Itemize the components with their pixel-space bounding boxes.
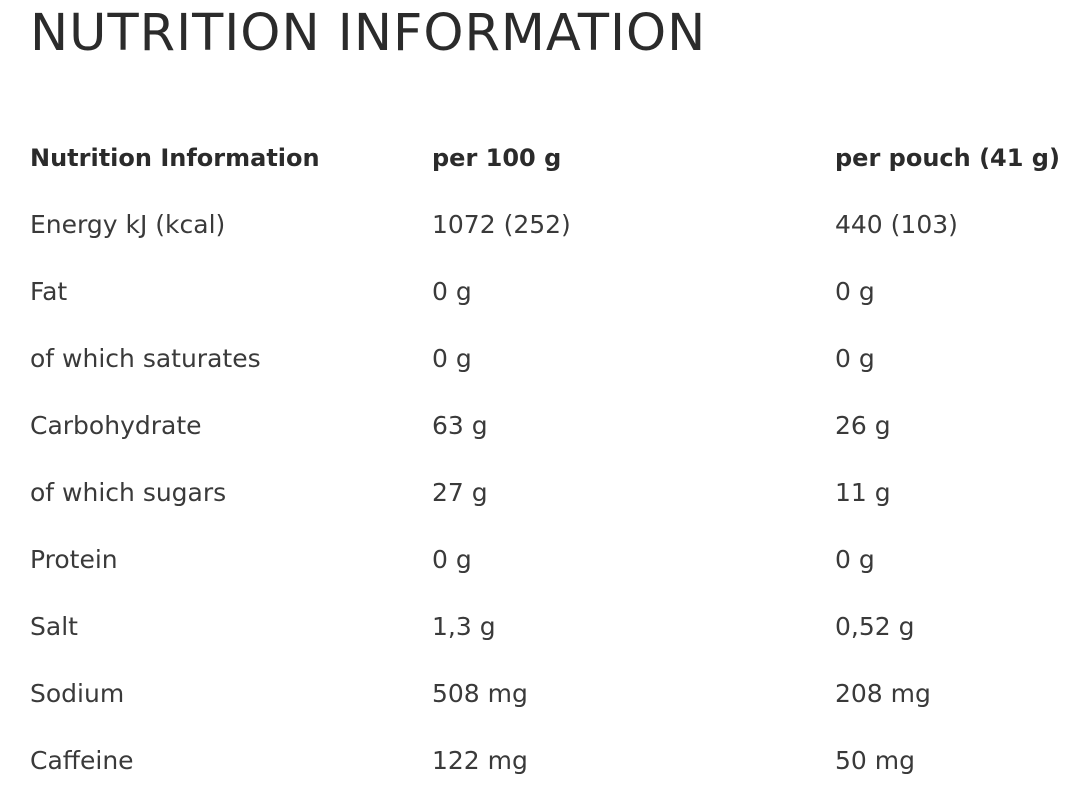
value-per-100g: 1,3 g bbox=[432, 612, 496, 641]
nutrition-table: Nutrition Information per 100 g per pouc… bbox=[30, 124, 1080, 794]
nutrient-name: Carbohydrate bbox=[30, 411, 202, 440]
table-row: Fat 0 g 0 g bbox=[30, 258, 1080, 325]
value-per-100g: 1072 (252) bbox=[432, 210, 571, 239]
value-per-pouch: 0 g bbox=[835, 277, 875, 306]
table-row: Carbohydrate 63 g 26 g bbox=[30, 392, 1080, 459]
nutrient-name: Caffeine bbox=[30, 746, 134, 775]
value-per-pouch: 11 g bbox=[835, 478, 891, 507]
table-row: Sodium 508 mg 208 mg bbox=[30, 660, 1080, 727]
header-per-100g: per 100 g bbox=[432, 143, 562, 172]
value-per-100g: 122 mg bbox=[432, 746, 528, 775]
nutrient-name: Energy kJ (kcal) bbox=[30, 210, 226, 239]
nutrient-name: Protein bbox=[30, 545, 118, 574]
value-per-pouch: 50 mg bbox=[835, 746, 915, 775]
value-per-100g: 0 g bbox=[432, 344, 472, 373]
nutrient-name: Fat bbox=[30, 277, 68, 306]
table-row: Salt 1,3 g 0,52 g bbox=[30, 593, 1080, 660]
nutrient-name: of which saturates bbox=[30, 344, 261, 373]
value-per-pouch: 0 g bbox=[835, 344, 875, 373]
header-per-pouch: per pouch (41 g) bbox=[835, 143, 1060, 172]
value-per-pouch: 0 g bbox=[835, 545, 875, 574]
value-per-100g: 0 g bbox=[432, 545, 472, 574]
table-row: Caffeine 122 mg 50 mg bbox=[30, 727, 1080, 794]
nutrient-name: of which sugars bbox=[30, 478, 227, 507]
table-row: Protein 0 g 0 g bbox=[30, 526, 1080, 593]
table-row: of which saturates 0 g 0 g bbox=[30, 325, 1080, 392]
table-row: Energy kJ (kcal) 1072 (252) 440 (103) bbox=[30, 191, 1080, 258]
table-header-row: Nutrition Information per 100 g per pouc… bbox=[30, 124, 1080, 191]
value-per-pouch: 0,52 g bbox=[835, 612, 915, 641]
value-per-100g: 0 g bbox=[432, 277, 472, 306]
value-per-100g: 63 g bbox=[432, 411, 488, 440]
header-nutrient: Nutrition Information bbox=[30, 143, 320, 172]
table-row: of which sugars 27 g 11 g bbox=[30, 459, 1080, 526]
value-per-pouch: 26 g bbox=[835, 411, 891, 440]
value-per-100g: 27 g bbox=[432, 478, 488, 507]
nutrient-name: Sodium bbox=[30, 679, 125, 708]
page-title: NUTRITION INFORMATION bbox=[30, 4, 707, 63]
value-per-pouch: 208 mg bbox=[835, 679, 931, 708]
value-per-pouch: 440 (103) bbox=[835, 210, 958, 239]
value-per-100g: 508 mg bbox=[432, 679, 528, 708]
nutrient-name: Salt bbox=[30, 612, 78, 641]
